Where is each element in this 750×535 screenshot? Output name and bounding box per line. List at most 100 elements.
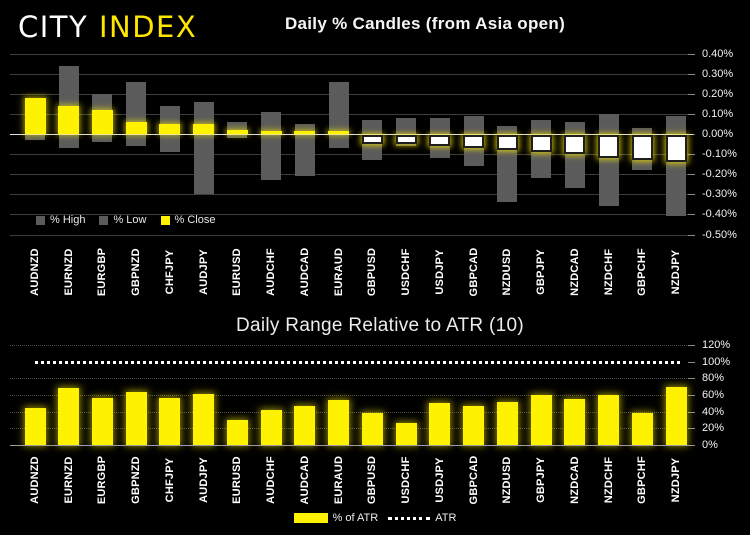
y-gridline (10, 411, 693, 413)
y-gridline (10, 428, 693, 430)
x-axis-label: EURGBP (96, 455, 109, 505)
candle-close-bar (564, 135, 586, 155)
y-axis-label: 0.10% (702, 107, 734, 120)
y-axis-label: -0.40% (702, 208, 737, 221)
candle-high-bar (463, 115, 484, 134)
y-gridline (10, 214, 693, 216)
x-axis-label: EURNZD (62, 456, 75, 504)
x-axis-label: AUDCAD (298, 455, 311, 505)
x-axis-label: EURNZD (62, 248, 75, 296)
y-axis-label: 0% (702, 439, 718, 451)
atr-percent-bar (328, 400, 350, 445)
y-gridline (10, 378, 693, 380)
candle-close-bar (328, 131, 350, 134)
atr-percent-bar (395, 423, 417, 445)
candle-high-bar (564, 121, 585, 134)
atr-percent-bar (496, 401, 518, 445)
candle-close-bar (58, 105, 80, 134)
candle-high-bar (666, 115, 687, 134)
candle-high-bar (632, 127, 653, 134)
y-axis-tick (688, 214, 695, 216)
atr-percent-bar (530, 395, 552, 445)
candle-low-bar (294, 134, 315, 177)
atr-dotted-line-icon (388, 516, 431, 520)
y-axis-tick (688, 154, 695, 156)
atr-percent-bar (24, 407, 46, 445)
top-chart-legend: % High % Low % Close (36, 214, 215, 226)
atr-percent-bar (564, 399, 586, 445)
candle-low-bar (193, 134, 214, 195)
atr-percent-bar (294, 405, 316, 445)
x-axis-label: EURGBP (96, 247, 109, 297)
x-axis-label: NZDCHF (602, 248, 615, 296)
x-axis-label: NZDJPY (670, 457, 683, 503)
x-axis-label: AUDNZD (29, 456, 41, 504)
x-axis-label: EURUSD (231, 248, 244, 296)
y-gridline (10, 345, 693, 346)
x-axis-label: GBPUSD (366, 247, 379, 297)
candle-high-bar (261, 111, 282, 134)
y-gridline (10, 194, 693, 196)
atr-percent-bar (226, 420, 248, 445)
candle-high-bar (362, 119, 383, 134)
candle-close-bar (496, 135, 518, 151)
candle-high-bar (126, 81, 147, 134)
candle-close-bar (361, 135, 383, 145)
candle-close-bar (530, 135, 552, 153)
atr-percent-bar (159, 398, 181, 445)
x-axis-label: NZDUSD (501, 456, 514, 504)
legend-close-label: % Close (174, 214, 216, 226)
y-axis-tick (688, 113, 695, 115)
x-axis-label: USDCHF (400, 456, 413, 504)
y-axis-label: -0.20% (702, 168, 737, 181)
x-axis-label: USDCHF (400, 248, 413, 296)
y-axis-label: 20% (702, 422, 725, 435)
y-axis-tick (688, 361, 695, 363)
bottom-chart-title: Daily Range Relative to ATR (10) (235, 315, 525, 336)
x-axis-label: NZDCAD (568, 456, 581, 504)
y-gridline (10, 93, 693, 95)
atr-percent-bar (598, 395, 620, 445)
legend-item-atr-line: ATR (388, 512, 456, 524)
candle-low-bar (25, 134, 45, 141)
atr-percent-bar (361, 413, 383, 445)
y-axis-label: -0.10% (702, 148, 737, 161)
y-axis-label: 80% (702, 372, 725, 385)
low-swatch-icon (99, 215, 109, 225)
atr-percent-bar (429, 402, 451, 445)
x-axis-label: CHFJPY (163, 457, 176, 503)
x-axis-label: EURUSD (231, 456, 244, 504)
candle-close-bar (260, 131, 282, 134)
candle-close-bar (226, 129, 248, 134)
atr-percent-bar (91, 398, 113, 445)
atr-percent-bar (58, 387, 80, 445)
atr-percent-bar (193, 394, 215, 445)
x-axis-label: AUDNZD (29, 248, 41, 296)
y-axis-tick (688, 378, 695, 380)
y-axis-label: 0.30% (702, 67, 734, 80)
x-axis-label: GBPJPY (535, 457, 548, 503)
y-axis-label: 100% (702, 355, 731, 368)
x-axis-label: NZDUSD (501, 248, 514, 296)
x-axis-label: GBPCAD (467, 455, 480, 505)
y-axis-tick (688, 395, 695, 396)
candle-high-bar (429, 117, 450, 134)
y-axis-label: 120% (702, 339, 731, 351)
high-swatch-icon (36, 215, 45, 225)
candle-close-bar (665, 135, 687, 163)
atr-percent-bar (631, 413, 653, 445)
legend-item-atr-pct: % of ATR (293, 512, 378, 524)
y-gridline (10, 174, 693, 176)
brand-city-text: CITY (18, 10, 99, 44)
y-gridline (10, 73, 693, 75)
candle-low-bar (92, 134, 113, 143)
candle-close-bar (125, 121, 147, 134)
atr-percent-bar (125, 391, 147, 445)
candle-close-bar (463, 135, 485, 149)
zero-line (10, 134, 693, 135)
x-axis-label: AUDJPY (197, 249, 210, 295)
top-chart-plot (10, 43, 693, 245)
candle-close-bar (598, 135, 620, 159)
y-gridline (10, 113, 693, 115)
